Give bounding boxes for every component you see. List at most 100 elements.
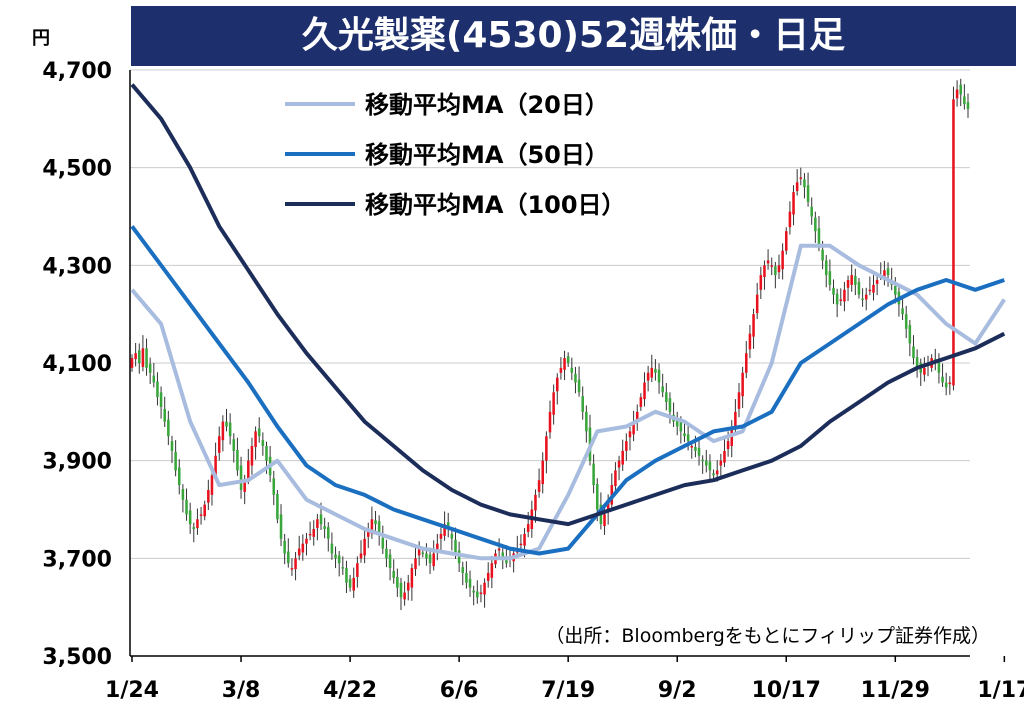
x-tick-label: 7/19 — [541, 678, 595, 703]
y-tick-label: 4,700 — [42, 59, 112, 84]
candle-body — [152, 375, 156, 383]
candle-body — [265, 446, 268, 461]
candle-body — [207, 489, 210, 503]
x-tick-label: 1/17 — [977, 678, 1024, 703]
y-unit-label: 円 — [32, 28, 50, 49]
candle-body — [675, 420, 679, 427]
candle-body — [519, 543, 523, 546]
candle-body — [679, 421, 683, 432]
candle-body — [875, 279, 879, 284]
candle-body — [439, 533, 443, 539]
candle-body — [795, 182, 799, 192]
candle-body — [345, 568, 348, 583]
candle-body — [363, 538, 366, 556]
candle-body — [348, 578, 352, 588]
candle-body — [228, 422, 232, 437]
candle-body — [134, 353, 137, 360]
candle-body — [486, 572, 490, 581]
candle-body — [734, 411, 737, 428]
candle-body — [323, 526, 326, 530]
candle-body — [850, 275, 853, 285]
y-tick-label: 4,300 — [42, 254, 112, 279]
candle-body — [385, 548, 388, 559]
chart-title: 久光製薬(4530)52週株価・日足 — [301, 15, 846, 56]
candle-body — [287, 551, 290, 564]
candle-body — [650, 367, 654, 378]
candle-body — [457, 550, 461, 564]
candle-body — [366, 529, 370, 537]
candle-body — [832, 287, 835, 295]
x-tick-label: 11/29 — [861, 678, 930, 703]
candle-body — [203, 504, 206, 517]
candle-body — [177, 467, 181, 486]
candle-body — [341, 567, 345, 569]
candle-body — [861, 298, 864, 301]
candle-body — [327, 527, 330, 539]
candle-body — [217, 436, 221, 453]
candle-body — [526, 524, 530, 532]
candle-body — [883, 270, 886, 278]
x-tick-label: 9/2 — [658, 678, 697, 703]
candle-body — [606, 499, 610, 513]
candle-body — [236, 449, 239, 471]
candle-body — [334, 554, 337, 559]
candle-body — [886, 268, 890, 276]
candle-body — [908, 324, 912, 344]
legend-label: 移動平均MA（100日） — [365, 191, 626, 219]
candle-body — [817, 228, 821, 246]
candle-body — [425, 553, 428, 559]
candle-body — [454, 539, 457, 554]
candle-body — [803, 179, 806, 188]
candle-body — [428, 554, 432, 564]
candle-body — [639, 397, 643, 407]
candle-body — [763, 265, 766, 278]
candle-body — [468, 578, 472, 588]
candle-body — [643, 382, 646, 400]
candle-body — [864, 294, 868, 300]
candle-body — [414, 558, 417, 570]
candle-body — [501, 552, 505, 559]
candle-body — [846, 279, 850, 288]
candle-body — [174, 451, 177, 471]
candle-body — [839, 299, 843, 302]
candle-body — [465, 572, 468, 583]
x-tick-label: 1/24 — [105, 678, 159, 703]
candle-body — [141, 348, 145, 367]
ma20-line — [130, 243, 1006, 561]
candle-body — [592, 463, 595, 486]
candle-body — [715, 470, 719, 475]
legend-label: 移動平均MA（50日） — [365, 141, 609, 169]
x-tick-label: 4/22 — [323, 678, 377, 703]
candle-body — [621, 450, 624, 465]
candle-body — [261, 440, 265, 447]
candle-body — [148, 363, 152, 373]
candle-body — [185, 499, 188, 515]
candle-body — [356, 563, 359, 577]
source-note: （出所：Bloombergをもとにフィリップ証券作成） — [545, 625, 990, 647]
candle-body — [774, 266, 777, 276]
candle-body — [272, 478, 276, 495]
candle-body — [614, 470, 617, 487]
candle-body — [156, 381, 159, 398]
candle-body — [417, 548, 421, 556]
candle-body — [196, 519, 199, 529]
candle-body — [534, 494, 537, 511]
candle-body — [694, 446, 697, 451]
candle-body — [901, 308, 904, 315]
candle-body — [646, 372, 650, 381]
candle-body — [199, 514, 203, 516]
y-tick-label: 4,500 — [42, 157, 112, 182]
candlesticks — [130, 78, 970, 611]
candle-body — [337, 555, 341, 564]
candle-body — [145, 348, 148, 368]
candle-body — [712, 473, 715, 476]
candle-body — [432, 553, 435, 567]
candle-body — [752, 314, 755, 337]
candle-body — [290, 568, 294, 570]
title-bar — [131, 6, 1016, 66]
candle-body — [777, 265, 781, 273]
candle-body — [352, 577, 355, 591]
candle-body — [799, 177, 803, 179]
candle-body — [581, 396, 584, 412]
